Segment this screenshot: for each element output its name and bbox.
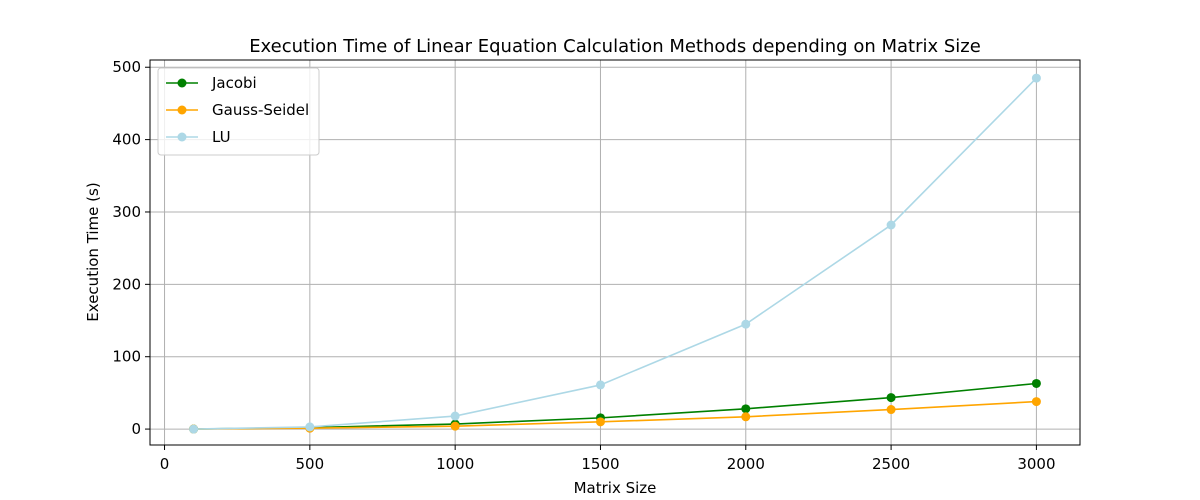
series-line-jacobi: [193, 382, 1037, 430]
series-lu: [189, 73, 1041, 434]
x-tick-label: 2500: [872, 455, 910, 473]
series-jacobi: [189, 378, 1041, 434]
x-tick-label: 0: [160, 455, 170, 473]
legend-marker: [177, 78, 187, 88]
series-gauss-seidel: [189, 397, 1041, 434]
x-tick-label: 500: [296, 455, 325, 473]
y-tick-label: 200: [112, 275, 141, 293]
data-point-gauss-seidel: [1031, 397, 1041, 407]
data-point-lu: [886, 220, 896, 230]
data-point-jacobi: [886, 393, 896, 403]
legend-item-jacobi: Jacobi: [166, 74, 257, 92]
x-axis-label: Matrix Size: [574, 479, 657, 497]
x-tick-label: 1000: [436, 455, 474, 473]
x-axis: 0 500 1000 1500 2000 2500 3000: [160, 445, 1056, 473]
plot-frame: [149, 59, 1081, 446]
data-point-gauss-seidel: [450, 421, 460, 431]
data-point-lu: [1031, 73, 1041, 83]
y-tick-label: 0: [131, 420, 141, 438]
y-tick-label: 100: [112, 348, 141, 366]
y-tick-label: 500: [112, 58, 141, 76]
x-tick-label: 3000: [1017, 455, 1055, 473]
data-point-lu: [305, 422, 315, 432]
x-tick-label: 1500: [581, 455, 619, 473]
data-point-lu: [450, 411, 460, 421]
data-point-lu: [189, 424, 199, 434]
data-point-lu: [741, 319, 751, 329]
data-point-gauss-seidel: [595, 417, 605, 427]
legend-marker: [177, 132, 187, 142]
data-point-jacobi: [1031, 378, 1041, 388]
y-tick-label: 300: [112, 203, 141, 221]
y-axis: 0 100 200 300 400 500: [112, 58, 150, 438]
legend-label: Jacobi: [211, 74, 257, 92]
y-tick-label: 400: [112, 131, 141, 149]
legend: Jacobi Gauss-Seidel LU: [157, 67, 320, 156]
series-line-lu: [193, 77, 1037, 430]
data-point-jacobi: [741, 404, 751, 414]
x-tick-label: 2000: [727, 455, 765, 473]
series-line-gauss-seidel: [193, 400, 1037, 430]
data-point-gauss-seidel: [741, 412, 751, 422]
y-axis-label: Execution Time (s): [84, 182, 102, 321]
legend-item-gauss-seidel: Gauss-Seidel: [166, 101, 309, 119]
series-layer: [189, 73, 1041, 434]
legend-label: Gauss-Seidel: [212, 101, 309, 119]
legend-box: [157, 67, 320, 156]
legend-label: LU: [212, 128, 231, 146]
chart-title: Execution Time of Linear Equation Calcul…: [249, 36, 981, 57]
legend-item-lu: LU: [166, 128, 231, 146]
legend-marker: [177, 105, 187, 115]
data-point-lu: [595, 380, 605, 390]
data-point-gauss-seidel: [886, 405, 896, 415]
